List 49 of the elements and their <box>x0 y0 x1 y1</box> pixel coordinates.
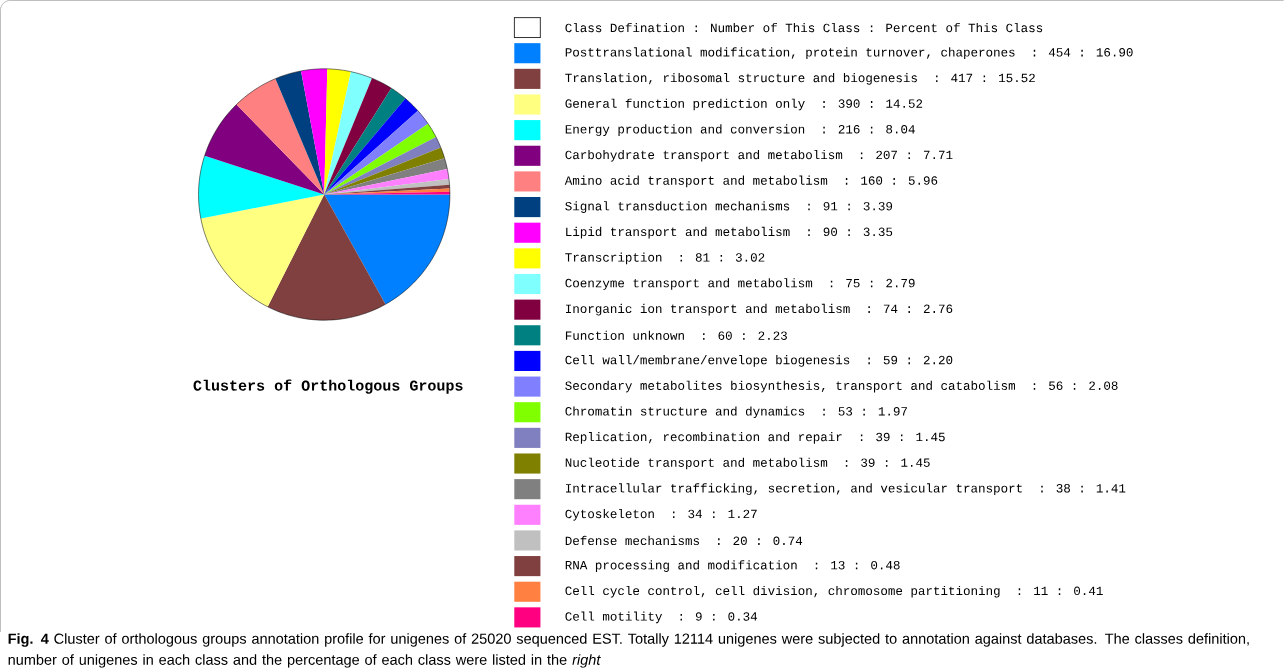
data-label: : 53 : 1.97 <box>823 407 907 416</box>
legend-title: Class Defination : Number of This Class : Percent of This Class <box>565 23 1043 33</box>
text: Fig. 4 Cluster of orthologous groups annotation profile for unigenes of 25020 sequenced EST. Totally 12114 unigenes were subjected to annotation against databases. The classes definition, number of unigenes in each class and the percentage of each class were listed in the right <box>8 633 1249 668</box>
data-label: : 90 : 3.35 <box>808 227 893 237</box>
legend-label: Energy production and conversion <box>565 124 805 137</box>
data-label: : 417 : 15.52 <box>936 73 1035 83</box>
data-label: : 34 : 1.27 <box>673 509 757 519</box>
data-label: : 60 : 2.23 <box>703 331 787 341</box>
text: Clusters of Orthologous Groups <box>193 379 463 394</box>
data-label: : 81 : 3.02 <box>680 253 765 262</box>
data-label: : 20 : 0.74 <box>718 536 803 546</box>
legend-label: Intracellular trafficking, secretion, and vesicular transport <box>566 483 1022 496</box>
data-label: : 9 : 0.34 <box>680 612 758 621</box>
data-label: : 74 : 2.76 <box>868 304 953 314</box>
legend-label: Coenzyme transport and metabolism <box>565 278 813 290</box>
legend-label: Cell motility <box>565 611 663 624</box>
legend-label: Nucleotide transport and metabolism <box>565 457 828 470</box>
data-label: : 13 : 0.48 <box>815 561 900 570</box>
data-label: : 207 : 7.71 <box>860 150 953 160</box>
data-label: : 38 : 1.41 <box>1041 484 1126 493</box>
legend-label: Posttranslational modification, protein turnover, chaperones <box>565 47 1015 60</box>
legend-label: Translation, ribosomal structure and biogenesis <box>565 73 917 85</box>
data-label: : 59 : 2.20 <box>868 355 953 365</box>
legend-label: Cell cycle control, cell division, chromosome partitioning <box>565 586 1000 598</box>
data-label: : 39 : 1.45 <box>860 432 945 442</box>
legend-label: Function unknown <box>565 330 684 341</box>
legend-label: Transcription <box>565 252 662 265</box>
data-label: : 75 : 2.79 <box>830 278 915 288</box>
legend-label: Inorganic ion transport and metabolism <box>566 303 850 316</box>
legend-label: Carbohydrate transport and metabolism <box>565 150 843 162</box>
legend-label: Secondary metabolites biosynthesis, transport and catabolism <box>565 380 1015 393</box>
legend-label: Lipid transport and metabolism <box>566 227 790 239</box>
data-label: : 160 : 5.96 <box>845 176 938 185</box>
data-label: : 454 : 16.90 <box>1033 48 1133 57</box>
legend-label: General function prediction only <box>565 98 805 111</box>
data-label: : 91 : 3.39 <box>808 202 893 211</box>
legend-label: Chromatin structure and dynamics <box>565 406 805 419</box>
data-label: : 39 : 1.45 <box>845 458 930 468</box>
legend-label: Signal transduction mechanisms <box>565 201 790 214</box>
legend-label: Cytoskeleton <box>565 509 654 521</box>
data-label: : 11 : 0.41 <box>1018 586 1103 596</box>
legend-label: Amino acid transport and metabolism <box>564 175 828 188</box>
legend-label: Replication, recombination and repair <box>565 432 842 444</box>
data-label: : 56 : 2.08 <box>1033 381 1118 391</box>
legend-label: RNA processing and modification <box>565 560 797 573</box>
legend-label: Cell wall/membrane/envelope biogenesis <box>565 355 850 367</box>
data-label: : 216 : 8.04 <box>823 125 915 134</box>
data-label: : 390 : 14.52 <box>823 99 923 108</box>
legend-label: Defense mechanisms <box>565 535 700 546</box>
